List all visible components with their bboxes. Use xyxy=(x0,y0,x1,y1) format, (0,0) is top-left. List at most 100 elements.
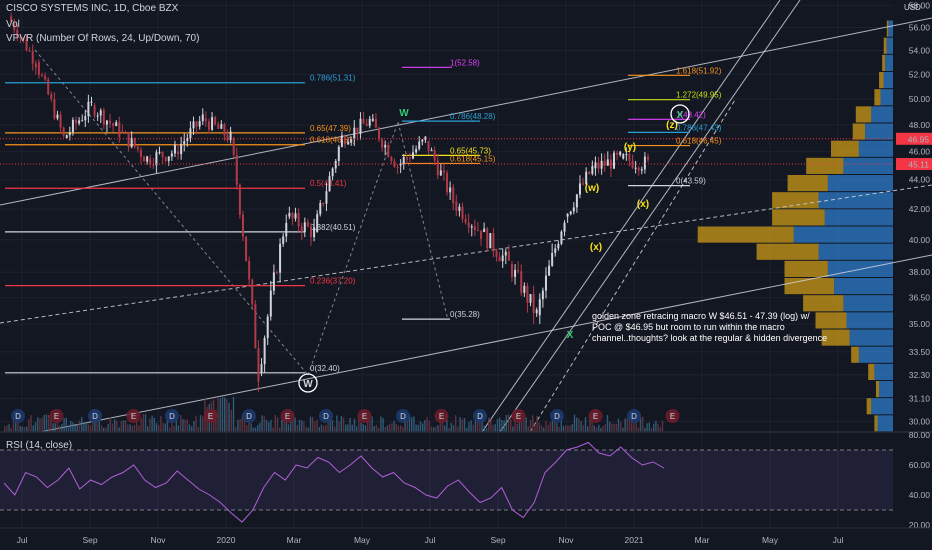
candle-body xyxy=(628,154,631,161)
trend-line xyxy=(397,121,449,321)
volume-bar xyxy=(138,425,140,432)
candle-body xyxy=(56,114,59,119)
volume-bar xyxy=(151,415,153,432)
volume-bar xyxy=(485,427,488,432)
volume-bar xyxy=(182,419,184,432)
volume-bar xyxy=(180,414,182,432)
candle-body xyxy=(597,162,600,169)
volume-bar xyxy=(98,416,100,432)
volume-bar xyxy=(397,425,400,432)
candle-body xyxy=(130,138,133,148)
volume-bar xyxy=(395,424,397,432)
candle-body xyxy=(306,222,309,227)
candle-body xyxy=(501,255,504,262)
volume-bar xyxy=(41,417,43,432)
rsi-label: RSI (14, close) xyxy=(6,440,73,451)
candle-body xyxy=(214,117,217,125)
volume-bar xyxy=(19,425,21,432)
volume-bar xyxy=(298,419,301,432)
candle-body xyxy=(430,150,433,152)
volume-bar xyxy=(384,427,386,432)
volume-bar xyxy=(611,423,613,432)
fib-level-label: 0.618(46.45) xyxy=(676,137,722,146)
candle-body xyxy=(340,135,343,147)
candle-body xyxy=(65,135,68,139)
volume-bar xyxy=(545,420,547,432)
volume-bar xyxy=(272,427,274,432)
volume-bar xyxy=(323,425,325,432)
candle-body xyxy=(53,99,56,119)
candle-body xyxy=(495,251,498,257)
volume-bar xyxy=(589,416,591,432)
event-marker xyxy=(357,409,372,423)
volume-bar xyxy=(567,425,569,432)
candle-body xyxy=(356,127,359,134)
wave-label: X xyxy=(567,330,574,341)
volume-bar xyxy=(624,418,626,432)
volume-bar xyxy=(369,420,371,432)
volume-bar xyxy=(371,416,373,432)
volume-bar xyxy=(514,416,516,432)
candle-body xyxy=(68,132,71,136)
candle-body xyxy=(412,152,415,159)
candle-body xyxy=(75,119,78,124)
volume-bar xyxy=(239,419,241,432)
volume-bar xyxy=(362,424,364,432)
event-marker xyxy=(511,409,526,423)
analysis-note: golden zone retracing macro W $46.51 - 4… xyxy=(592,311,828,343)
volume-bar xyxy=(538,422,540,432)
volume-bar xyxy=(437,425,439,432)
volume-bar xyxy=(279,427,281,432)
y-tick-label: 50.00 xyxy=(909,94,931,104)
vpvr-up-bar xyxy=(852,123,866,140)
candle-body xyxy=(198,121,201,127)
candle-body xyxy=(161,151,164,158)
event-marker-label: D xyxy=(169,412,175,421)
volume-bar xyxy=(30,415,32,432)
volume-bar xyxy=(386,425,389,432)
volume-bar xyxy=(65,417,67,432)
x-tick-label: 2021 xyxy=(625,535,644,545)
volume-bar xyxy=(653,423,655,432)
x-tick-label: Sep xyxy=(490,535,505,545)
event-marker xyxy=(203,409,218,423)
candle-body xyxy=(548,265,551,276)
fib-level-label: 0.65(45.73) xyxy=(450,146,491,155)
volume-bar xyxy=(532,415,534,432)
volume-bar xyxy=(314,421,316,432)
volume-bar xyxy=(83,422,85,432)
vpvr-up-bar xyxy=(787,175,828,192)
candle-body xyxy=(102,110,105,125)
candle-body xyxy=(19,37,22,39)
candle-body xyxy=(328,176,331,192)
volume-bar xyxy=(21,426,23,432)
volume-bar xyxy=(173,425,175,432)
candle-body xyxy=(575,194,578,208)
candle-body xyxy=(455,201,458,211)
volume-bar xyxy=(503,420,505,432)
x-tick-label: Nov xyxy=(150,535,166,545)
candle-body xyxy=(640,169,643,171)
volume-bar xyxy=(516,423,518,432)
event-marker-label: D xyxy=(15,412,21,421)
volume-bar xyxy=(131,426,133,432)
volume-bar xyxy=(604,424,606,432)
volume-bar xyxy=(103,427,105,432)
candle-body xyxy=(436,160,439,176)
fib-level-label: 0.5(43.41) xyxy=(310,179,347,188)
volume-bar xyxy=(261,415,263,432)
vpvr-up-bar xyxy=(855,106,872,123)
vpvr-down-bar xyxy=(849,329,893,346)
candle-body xyxy=(275,272,278,274)
volume-bar xyxy=(481,419,483,432)
volume-bar xyxy=(428,420,430,432)
candle-body xyxy=(631,160,634,168)
candle-body xyxy=(476,229,479,231)
volume-bar xyxy=(59,425,61,432)
y-tick-label: 58.00 xyxy=(909,0,931,10)
candle-body xyxy=(588,171,591,174)
volume-bar xyxy=(248,420,250,432)
candle-body xyxy=(535,309,538,314)
fib-level-label: 0(43.59) xyxy=(676,177,706,186)
